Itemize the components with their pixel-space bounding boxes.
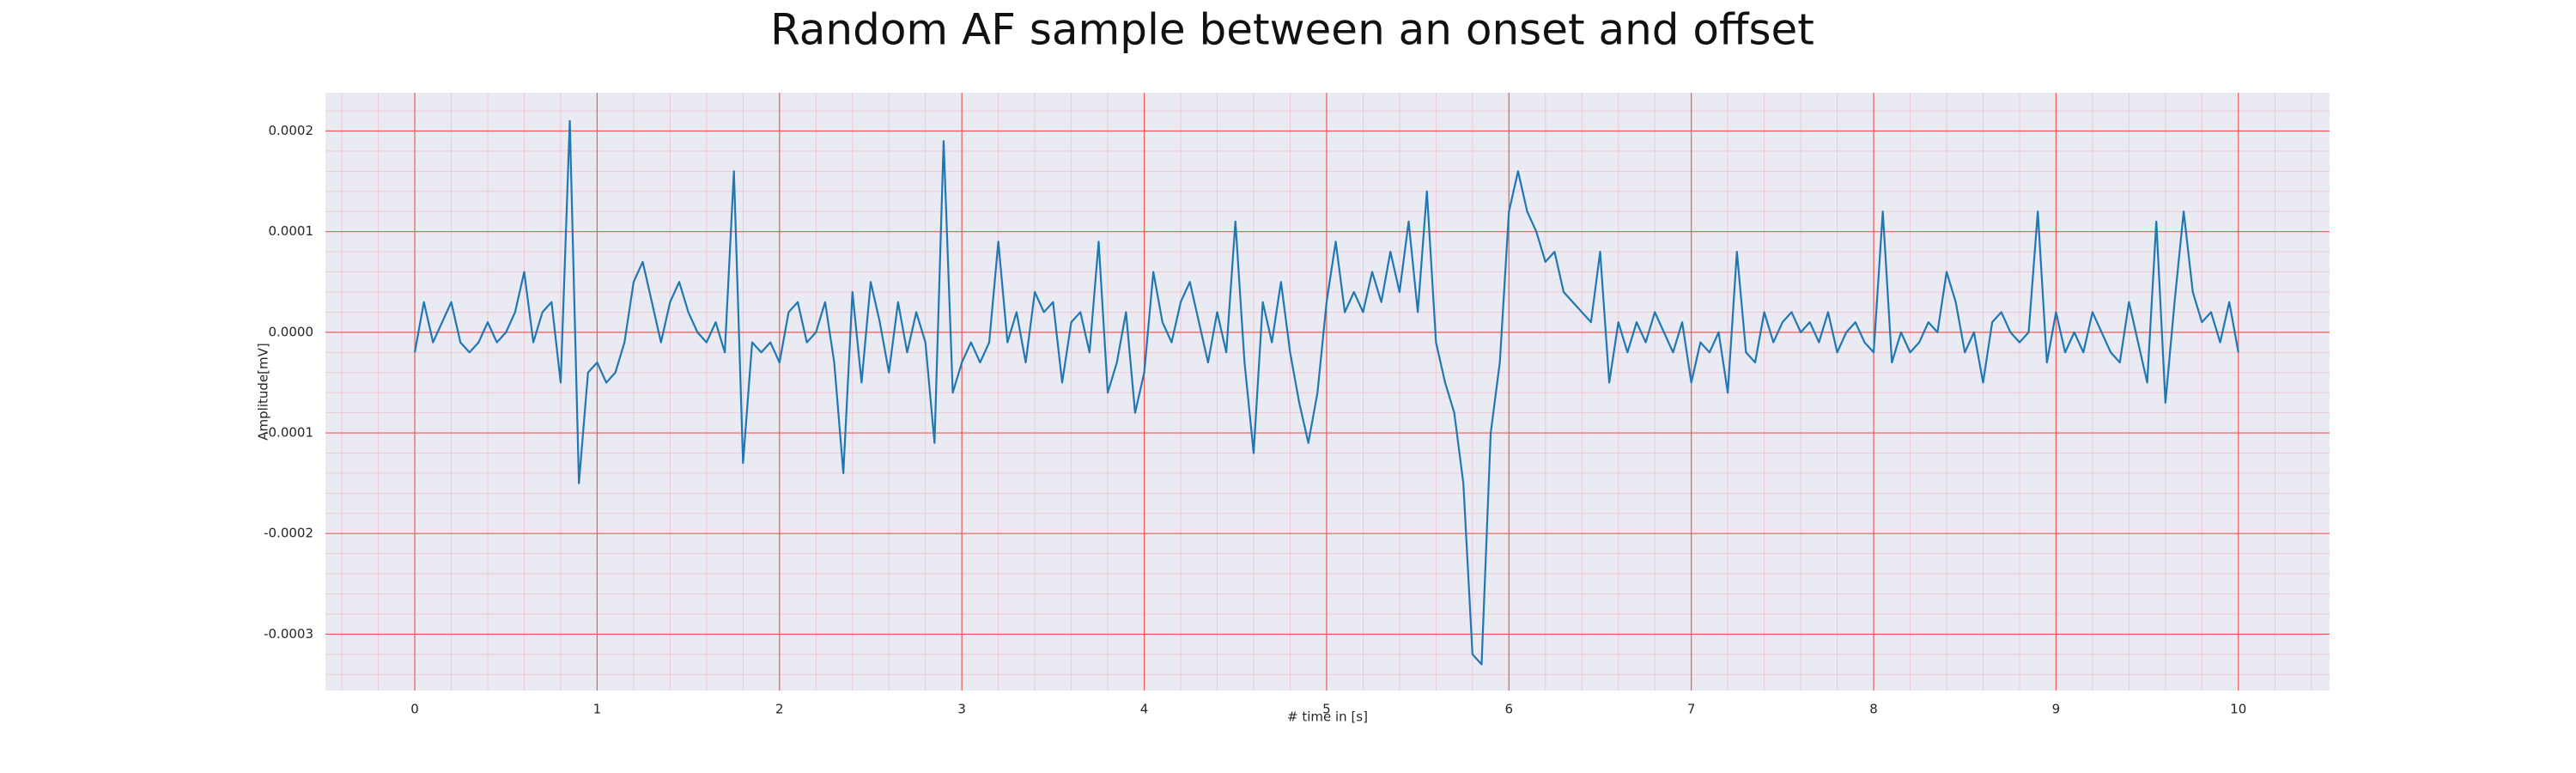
- x-tick-label: 4: [1140, 702, 1149, 717]
- x-tick-label: 3: [957, 702, 966, 717]
- x-tick-label: 1: [593, 702, 602, 717]
- data-line: [413, 119, 2239, 666]
- y-tick-label: 0.0001: [269, 223, 314, 239]
- x-tick-label: 8: [1869, 702, 1878, 717]
- y-tick-label: -0.0003: [264, 626, 313, 642]
- x-tick-label: 9: [2052, 702, 2061, 717]
- x-tick-label: 7: [1687, 702, 1696, 717]
- x-axis-label: # time in [s]: [1287, 709, 1368, 725]
- chart-title: Random AF sample between an onset and of…: [770, 5, 1814, 55]
- x-tick-label: 5: [1322, 702, 1331, 717]
- x-tick-label: 6: [1505, 702, 1514, 717]
- plot-background: [325, 93, 2330, 691]
- y-tick-label: -0.0002: [264, 526, 313, 541]
- x-tick-label: 2: [775, 702, 784, 717]
- y-tick-label: -0.0001: [264, 425, 313, 441]
- x-tick-label: 10: [2230, 702, 2246, 717]
- y-tick-label: 0.0000: [269, 324, 314, 339]
- x-tick-label: 0: [410, 702, 419, 717]
- y-axis-label: Amplitude[mV]: [256, 343, 271, 440]
- y-tick-label: 0.0002: [269, 123, 314, 138]
